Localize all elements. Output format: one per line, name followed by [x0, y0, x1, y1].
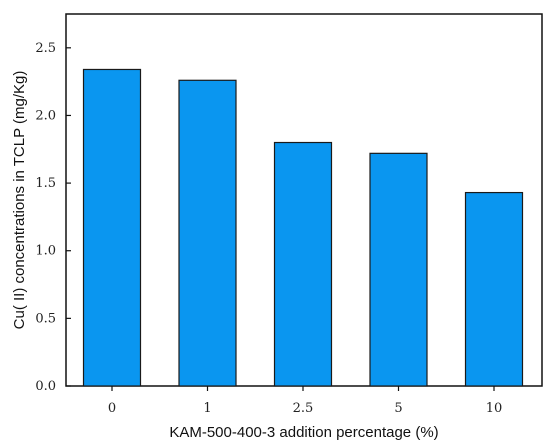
- y-tick-label: 1.5: [35, 176, 56, 191]
- bar-5: [369, 152, 428, 387]
- y-tick-label: 2.0: [35, 108, 56, 123]
- x-tick-label: 2.5: [293, 401, 314, 416]
- bar-10: [464, 191, 524, 387]
- x-axis-ticks: 0 1 2.5 5 10: [108, 386, 502, 416]
- x-tick-label: 0: [108, 401, 116, 416]
- bar-0: [82, 68, 142, 387]
- bar-1: [178, 79, 237, 387]
- y-axis-ticks: 0.0 0.5 1.0 1.5 2.0 2.5: [35, 41, 71, 394]
- x-tick-label: 1: [203, 401, 211, 416]
- x-axis-title: KAM-500-400-3 addition percentage (%): [169, 424, 438, 441]
- bars-group: [82, 68, 524, 387]
- y-tick-label: 1.0: [35, 244, 56, 259]
- y-tick-label: 0.5: [35, 311, 56, 326]
- y-tick-label: 2.5: [35, 41, 56, 56]
- bar-2.5: [273, 141, 333, 387]
- y-axis-title: Cu( II) concentrations in TCLP (mg/Kg): [11, 71, 28, 330]
- x-tick-label: 10: [486, 401, 503, 416]
- y-tick-label: 0.0: [35, 379, 56, 394]
- x-tick-label: 5: [394, 401, 402, 416]
